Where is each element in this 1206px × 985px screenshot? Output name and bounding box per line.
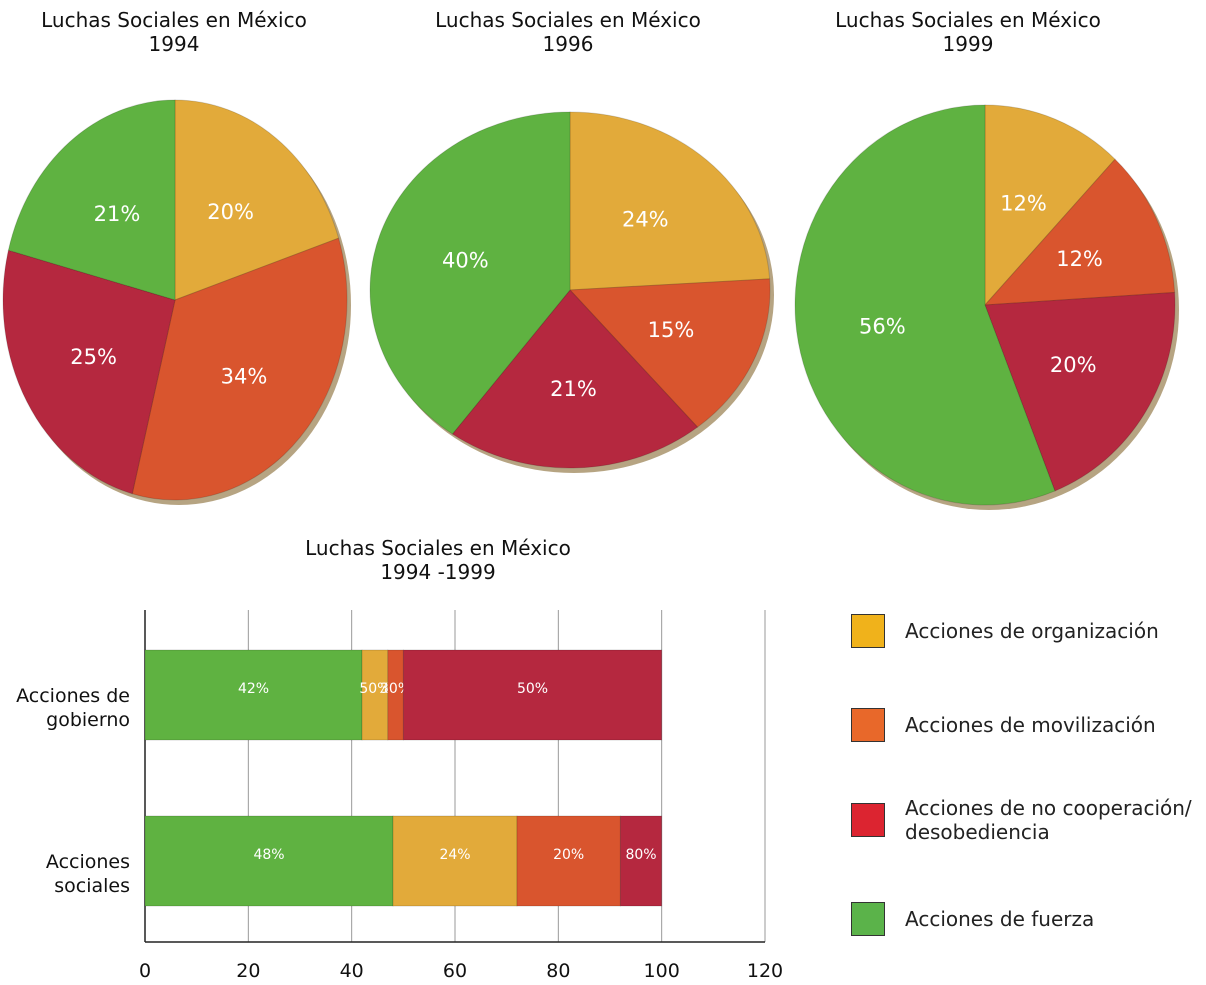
- bar-label-sociales-no-cooperacion: 80%: [625, 847, 656, 863]
- pie-1996-label-organizacion: 24%: [622, 208, 669, 232]
- pie-1999-slice-movilizacion: [983, 158, 1176, 306]
- legend-swatch-organizacion: [851, 614, 885, 648]
- x-tick-label-40: 40: [340, 960, 364, 982]
- pie-1996-slice-no-cooperacion: [451, 289, 699, 469]
- legend-item-movilizacion: Acciones de movilización: [851, 708, 1206, 742]
- pie-1999-slice-organizacion: [984, 104, 1116, 307]
- pie-1999-year: 1999: [942, 32, 994, 56]
- pie-1994-title-block: Luchas Sociales en México 1994: [18, 8, 330, 56]
- legend-swatch-no-cooperacion: [851, 803, 885, 837]
- legend-swatch-movilizacion: [851, 708, 885, 742]
- legend-swatch-fuerza: [851, 902, 885, 936]
- pie-1999-label-no-cooperacion: 20%: [1050, 353, 1097, 377]
- x-tick-label-60: 60: [443, 960, 467, 982]
- bar-chart-years: 1994 -1999: [380, 560, 496, 584]
- pie-1994-label-fuerza: 21%: [94, 202, 141, 226]
- x-tick-label-80: 80: [546, 960, 570, 982]
- bar-gobierno-fuerza: [144, 649, 363, 741]
- pie-1994-slice-no-cooperacion: [2, 249, 176, 495]
- pie-1996-slice-movilizacion: [568, 278, 771, 428]
- bar-chart-title: Luchas Sociales en México: [305, 536, 571, 560]
- pie-1996-slice-organizacion: [569, 111, 771, 291]
- bar-sociales-fuerza: [144, 815, 394, 907]
- pie-1996-slice-fuerza: [369, 111, 571, 435]
- bar-sociales-no-cooperacion: [619, 815, 663, 907]
- bar-chart-title-block: Luchas Sociales en México 1994 -1999: [282, 536, 594, 584]
- pie-1999-label-fuerza: 56%: [859, 315, 906, 339]
- pie-1994-label-organizacion: 20%: [207, 200, 254, 224]
- x-tick-label-20: 20: [236, 960, 260, 982]
- x-tick-label-120: 120: [747, 960, 783, 982]
- pie-1996-label-fuerza: 40%: [442, 249, 489, 273]
- legend-label-fuerza: Acciones de fuerza: [905, 907, 1095, 931]
- pie-1996-title: Luchas Sociales en México: [435, 8, 701, 32]
- pie-1994-title: Luchas Sociales en México: [41, 8, 307, 32]
- bar-label-sociales-organizacion: 24%: [439, 847, 470, 863]
- bar-label-gobierno-fuerza: 42%: [238, 681, 269, 697]
- pie-1994-slice-fuerza: [7, 99, 176, 301]
- bar-label-sociales-movilizacion: 20%: [553, 847, 584, 863]
- x-tick-label-0: 0: [139, 960, 151, 982]
- bar-gobierno-no-cooperacion: [402, 649, 663, 741]
- bar-sociales-movilizacion: [516, 815, 621, 907]
- pie-1996-title-block: Luchas Sociales en México 1996: [412, 8, 724, 56]
- bar-label-gobierno-organizacion: 50%: [359, 681, 390, 697]
- bar-gobierno-organizacion: [361, 649, 389, 741]
- pie-1999-slice-no-cooperacion: [984, 291, 1176, 492]
- bar-category-sociales: Acciones sociales: [45, 851, 130, 897]
- legend-item-organizacion: Acciones de organización: [851, 614, 1206, 648]
- pie-1994-label-no-cooperacion: 25%: [70, 345, 117, 369]
- pie-1996-label-no-cooperacion: 21%: [550, 377, 597, 401]
- pie-1994-slice-movilizacion: [131, 237, 348, 501]
- pie-1996-year: 1996: [542, 32, 594, 56]
- legend-item-fuerza: Acciones de fuerza: [851, 902, 1206, 936]
- legend-item-no-cooperacion: Acciones de no cooperación/ desobedienci…: [851, 796, 1205, 844]
- x-tick-label-100: 100: [644, 960, 680, 982]
- bar-label-gobierno-no-cooperacion: 50%: [517, 681, 548, 697]
- pie-1994-slice-organizacion: [174, 99, 340, 301]
- pie-1999-slice-fuerza: [794, 104, 1056, 506]
- bar-category-gobierno: Acciones de gobierno: [16, 685, 130, 731]
- legend-label-movilizacion: Acciones de movilización: [905, 713, 1156, 737]
- pie-1994-year: 1994: [148, 32, 200, 56]
- bar-sociales-organizacion: [392, 815, 518, 907]
- pie-1999-label-organizacion: 12%: [1000, 192, 1047, 216]
- pie-1996-label-movilizacion: 15%: [648, 318, 695, 342]
- bar-label-sociales-fuerza: 48%: [253, 847, 284, 863]
- pie-1994: 20% 34% 25% 21%: [2, 99, 351, 505]
- pie-1994-label-movilizacion: 34%: [221, 364, 268, 388]
- pie-charts: 20% 34% 25% 21% 24% 15% 21% 40% 12% 12% 20% 56%: [2, 99, 1179, 510]
- pie-1999: 12% 12% 20% 56%: [794, 104, 1179, 510]
- pie-1999-label-movilizacion: 12%: [1056, 247, 1103, 271]
- legend-label-organizacion: Acciones de organización: [905, 619, 1159, 643]
- pie-1999-title: Luchas Sociales en México: [835, 8, 1101, 32]
- legend-label-no-cooperacion: Acciones de no cooperación/ desobedienci…: [905, 796, 1192, 844]
- pie-1999-title-block: Luchas Sociales en México 1999: [812, 8, 1124, 56]
- pie-1996: 24% 15% 21% 40%: [369, 111, 774, 473]
